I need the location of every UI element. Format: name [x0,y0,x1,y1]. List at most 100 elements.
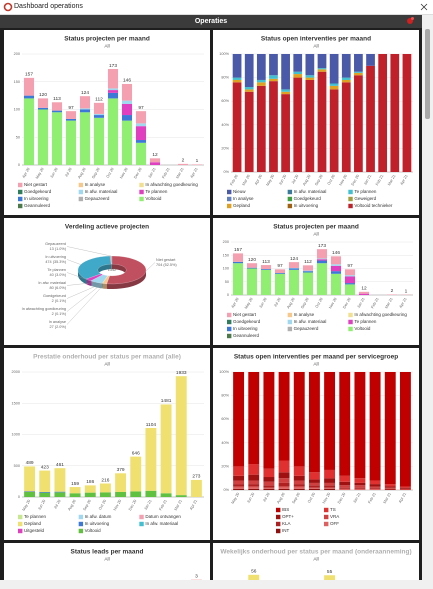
leader-line [66,283,103,299]
bar-segment [302,272,314,295]
bar-segment [341,77,351,80]
bar-segment [344,275,356,277]
legend-swatch [139,514,144,520]
x-tick-label: Sep 20 [291,492,300,504]
legend-label: OPT+ [282,514,294,519]
bar-segment [288,262,300,268]
chart-title: Status open interventies per maand per s… [234,354,398,361]
y-tick-label: 100% [219,52,229,56]
legend-swatch [348,203,353,209]
bar-segment [339,372,351,476]
leader-line [66,246,111,257]
bar-segment [135,111,147,124]
bar-segment [278,482,290,487]
bar-segment [175,495,187,497]
chart-subtitle: All [104,361,109,367]
x-tick-label: Apr 21 [398,492,407,504]
bar-segment [354,487,366,489]
bar-segment [308,487,320,489]
bar-segment [160,404,172,494]
bar-segment [248,486,260,489]
legend-label: In afw. materiaal [85,189,118,194]
x-tick-label: Jun 20 [246,492,255,504]
bar-segment [135,126,147,141]
bar-segment [248,474,260,481]
bar-segment [274,273,286,274]
slice-value: 474 (35.3%) [45,260,66,264]
bar-segment [308,472,320,480]
bar-segment [260,265,272,270]
bar-segment [233,372,245,467]
bar-segment [308,372,320,473]
y-tick-label: 50 [225,280,229,284]
bar-segment [244,91,254,172]
x-tick-label: Nov 20 [339,174,348,186]
bar-segment [121,115,133,121]
legend-label: Geannuleerd [24,203,51,208]
alert-icon[interactable] [405,16,415,26]
legend-swatch [227,203,232,209]
legend-label: In analyse [85,182,106,187]
bar-segment [263,477,275,482]
x-tick-label: May 20 [266,174,276,187]
x-tick-label: Mar 21 [387,174,396,186]
y-tick-label: 0% [224,488,230,492]
slice-value: 27 (2.0%) [50,325,67,329]
x-tick-label: Oct 20 [327,174,336,186]
bar-segment [293,54,303,72]
bar-segment [330,273,342,295]
legend-label: In uitvoering [85,521,110,526]
x-tick-label: May 20 [22,499,32,512]
y-tick-label: 0 [18,495,20,499]
legend-label: In uitvoering [24,196,49,201]
y-tick-label: 40% [221,441,229,445]
leader-line [66,283,105,325]
bar-segment [281,89,290,92]
total-label: 379 [117,467,125,473]
bar-segment [354,75,363,172]
total-label: 112 [95,97,103,103]
app-icon [3,2,13,12]
y-tick-label: 100% [219,370,229,374]
bar-segment [107,88,119,91]
bar-segment [384,487,396,489]
legend-swatch [227,189,232,195]
x-tick-label: Jan 21 [363,174,372,186]
total-label: 157 [234,247,242,253]
bar-segment [24,466,36,492]
bar-segment [399,487,411,489]
legend-swatch [227,196,232,202]
horizontal-scrollbar[interactable] [0,580,433,589]
x-tick-label: Feb 21 [375,174,384,186]
legend-swatch [139,521,144,527]
close-button[interactable] [417,0,431,14]
total-label: 173 [318,243,326,249]
scroll-thumb[interactable] [425,29,430,119]
bar-segment [308,479,320,483]
total-label: 97 [277,263,283,269]
bar-segment [232,253,244,262]
bar-segment [339,487,351,489]
bar-segment [293,372,305,467]
legend-label: TS [330,507,336,512]
bar-segment [256,79,266,83]
bar-segment [246,267,258,269]
bar-segment [269,81,278,172]
x-tick-label: Mar 21 [383,492,392,504]
vertical-scrollbar[interactable] [422,15,433,580]
bar-segment [23,77,35,96]
x-tick-label: Jul 20 [273,297,282,308]
legend-label: In uitvoering [294,203,319,208]
bar-segment [390,54,400,172]
legend-label: OFF [330,521,339,526]
x-tick-label: Apr 21 [190,167,199,179]
legend-swatch [18,514,23,520]
legend-swatch [78,521,84,527]
x-tick-label: Dec 20 [133,167,142,179]
bar-segment [278,488,290,490]
y-tick-label: 0% [224,170,230,174]
bar-segment [246,263,258,268]
x-tick-label: Jul 20 [64,167,73,178]
chart-title: Wekelijks onderhoud per status per maand… [220,549,411,556]
total-label: 423 [41,464,49,470]
